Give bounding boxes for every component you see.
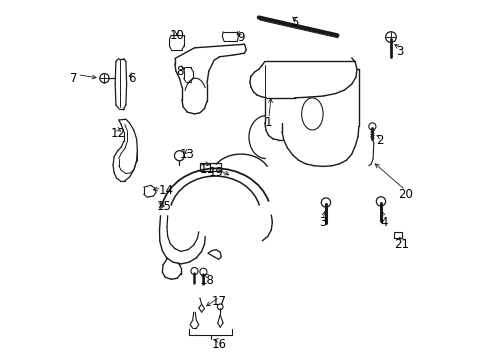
Text: 16: 16 [212,338,226,351]
Text: 17: 17 [212,295,226,308]
Text: 21: 21 [393,238,408,251]
Text: 6: 6 [128,72,136,85]
Text: 10: 10 [169,29,183,42]
Text: 15: 15 [156,200,171,213]
Text: 13: 13 [180,148,194,162]
Text: 20: 20 [397,188,412,201]
Text: 14: 14 [158,184,173,197]
Text: 8: 8 [176,64,183,77]
Text: 5: 5 [290,16,298,29]
Text: 18: 18 [199,274,214,287]
Text: 9: 9 [237,31,244,44]
Bar [200,163,220,171]
Text: 3: 3 [395,45,403,58]
Text: 12: 12 [110,127,125,140]
Text: 7: 7 [70,72,77,85]
Bar [393,232,401,238]
Text: 11: 11 [199,163,214,176]
Text: 4: 4 [379,216,387,229]
Text: 3: 3 [319,216,326,229]
Text: 1: 1 [264,116,272,129]
Text: 2: 2 [376,134,383,147]
Text: 19: 19 [208,166,223,179]
